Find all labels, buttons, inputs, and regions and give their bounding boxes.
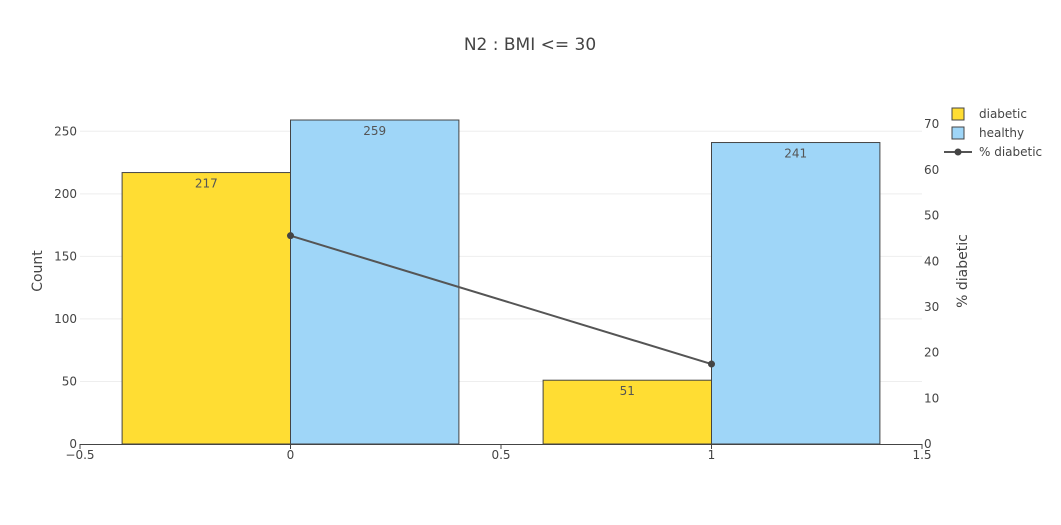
bars [121,119,881,445]
chart-title: N2 : BMI <= 30 [464,35,596,55]
percent-diabetic-point-1 [708,360,715,368]
legend-item-diabetic[interactable]: % diabetic [944,145,1042,159]
y2-tick-label: 50 [924,209,939,223]
y2-tick-label: 40 [924,254,939,268]
legend-swatch [951,126,965,140]
bar-labels: 217 51 259 241 [195,124,807,398]
legend-marker [954,148,962,156]
legend-item-healthy[interactable]: healthy [951,126,1024,140]
legend-item-diabetic[interactable]: diabetic [951,107,1027,121]
y2-tick-label: 20 [924,346,939,360]
legend-swatch [951,107,965,121]
bar-diabetic-0 [121,172,291,445]
bar-diabetic-1 [542,379,712,445]
y2-tick-label: 0 [924,437,932,451]
y-tick-label: 150 [54,249,77,263]
x-tick-label: 0 [287,448,295,462]
x-tick-label: 1 [708,448,716,462]
y2-tick-label: 30 [924,300,939,314]
y-tick-label: 100 [54,312,77,326]
y2-tick-label: 70 [924,117,939,131]
bar-label: 241 [784,147,807,161]
percent-line [287,232,715,368]
y-tick-label: 200 [54,187,77,201]
bar-label: 217 [195,177,218,191]
percent-diabetic-point-0 [287,232,294,240]
y-tick-label: 250 [54,124,77,138]
x-tick-label: −0.5 [65,448,94,462]
y2-axis-title: % diabetic [955,234,971,308]
legend-label: diabetic [979,107,1027,121]
y2-tick-label: 60 [924,163,939,177]
bar-label: 51 [620,384,635,398]
y-axis-title: Count [30,250,46,292]
bar-healthy-0 [290,119,460,445]
y-tick-label: 0 [69,437,77,451]
legend-label: % diabetic [979,145,1042,159]
legend[interactable]: diabetic healthy % diabetic [944,107,1042,159]
legend-label: healthy [979,126,1024,140]
x-tick-label: 1.5 [912,448,931,462]
y2-tick-label: 10 [924,391,939,405]
y-tick-label: 50 [62,374,77,388]
bar-label: 259 [363,124,386,138]
percent-diabetic-line [290,234,712,366]
bar-healthy-1 [711,142,881,445]
x-tick-label: 0.5 [491,448,510,462]
